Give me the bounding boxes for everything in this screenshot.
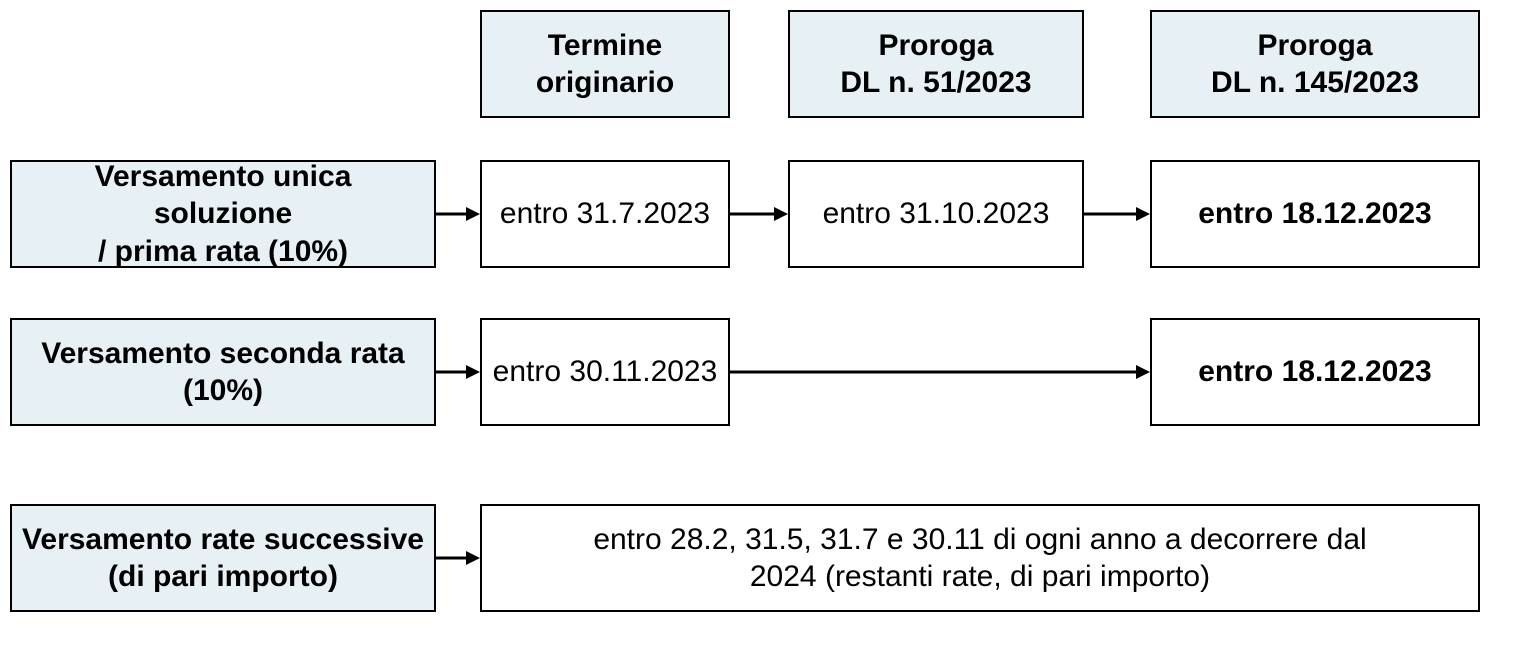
cell-r2-termine-originario: entro 30.11.2023 [480, 318, 730, 426]
column-header-termine-originario: Termine originario [480, 10, 730, 118]
column-header-proroga-145: Proroga DL n. 145/2023 [1150, 10, 1480, 118]
header-text: Proroga [878, 29, 993, 62]
row-label-rate-successive: Versamento rate successive (di pari impo… [10, 504, 436, 612]
row-label-text: Versamento rate successive [22, 523, 424, 556]
header-text: Proroga [1257, 29, 1372, 62]
cell-r1-proroga-51: entro 31.10.2023 [788, 160, 1084, 268]
cell-text: entro 31.7.2023 [500, 195, 710, 233]
column-header-proroga-51: Proroga DL n. 51/2023 [788, 10, 1084, 118]
cell-text: entro 18.12.2023 [1198, 353, 1431, 391]
cell-text: entro 31.10.2023 [823, 195, 1050, 233]
cell-r2-proroga-145: entro 18.12.2023 [1150, 318, 1480, 426]
row-label-text: (di pari importo) [108, 560, 338, 593]
diagram-canvas: Termine originario Proroga DL n. 51/2023… [0, 0, 1536, 654]
row-label-seconda-rata: Versamento seconda rata (10%) [10, 318, 436, 426]
header-text: Termine [548, 29, 662, 62]
cell-text: entro 18.12.2023 [1198, 195, 1431, 233]
header-text: DL n. 145/2023 [1211, 66, 1419, 99]
cell-text: entro 28.2, 31.5, 31.7 e 30.11 di ogni a… [593, 523, 1366, 556]
header-text: DL n. 51/2023 [840, 66, 1031, 99]
row-label-text: Versamento unica soluzione [95, 160, 352, 231]
cell-r3-wide: entro 28.2, 31.5, 31.7 e 30.11 di ogni a… [480, 504, 1480, 612]
header-text: originario [536, 66, 674, 99]
cell-text: entro 30.11.2023 [493, 353, 718, 391]
row-label-text: / prima rata (10%) [98, 235, 348, 268]
cell-r1-proroga-145: entro 18.12.2023 [1150, 160, 1480, 268]
row-label-unica-soluzione: Versamento unica soluzione / prima rata … [10, 160, 436, 268]
cell-text: 2024 (restanti rate, di pari importo) [750, 560, 1210, 593]
cell-r1-termine-originario: entro 31.7.2023 [480, 160, 730, 268]
row-label-text: Versamento seconda rata [41, 337, 405, 370]
row-label-text: (10%) [183, 374, 263, 407]
